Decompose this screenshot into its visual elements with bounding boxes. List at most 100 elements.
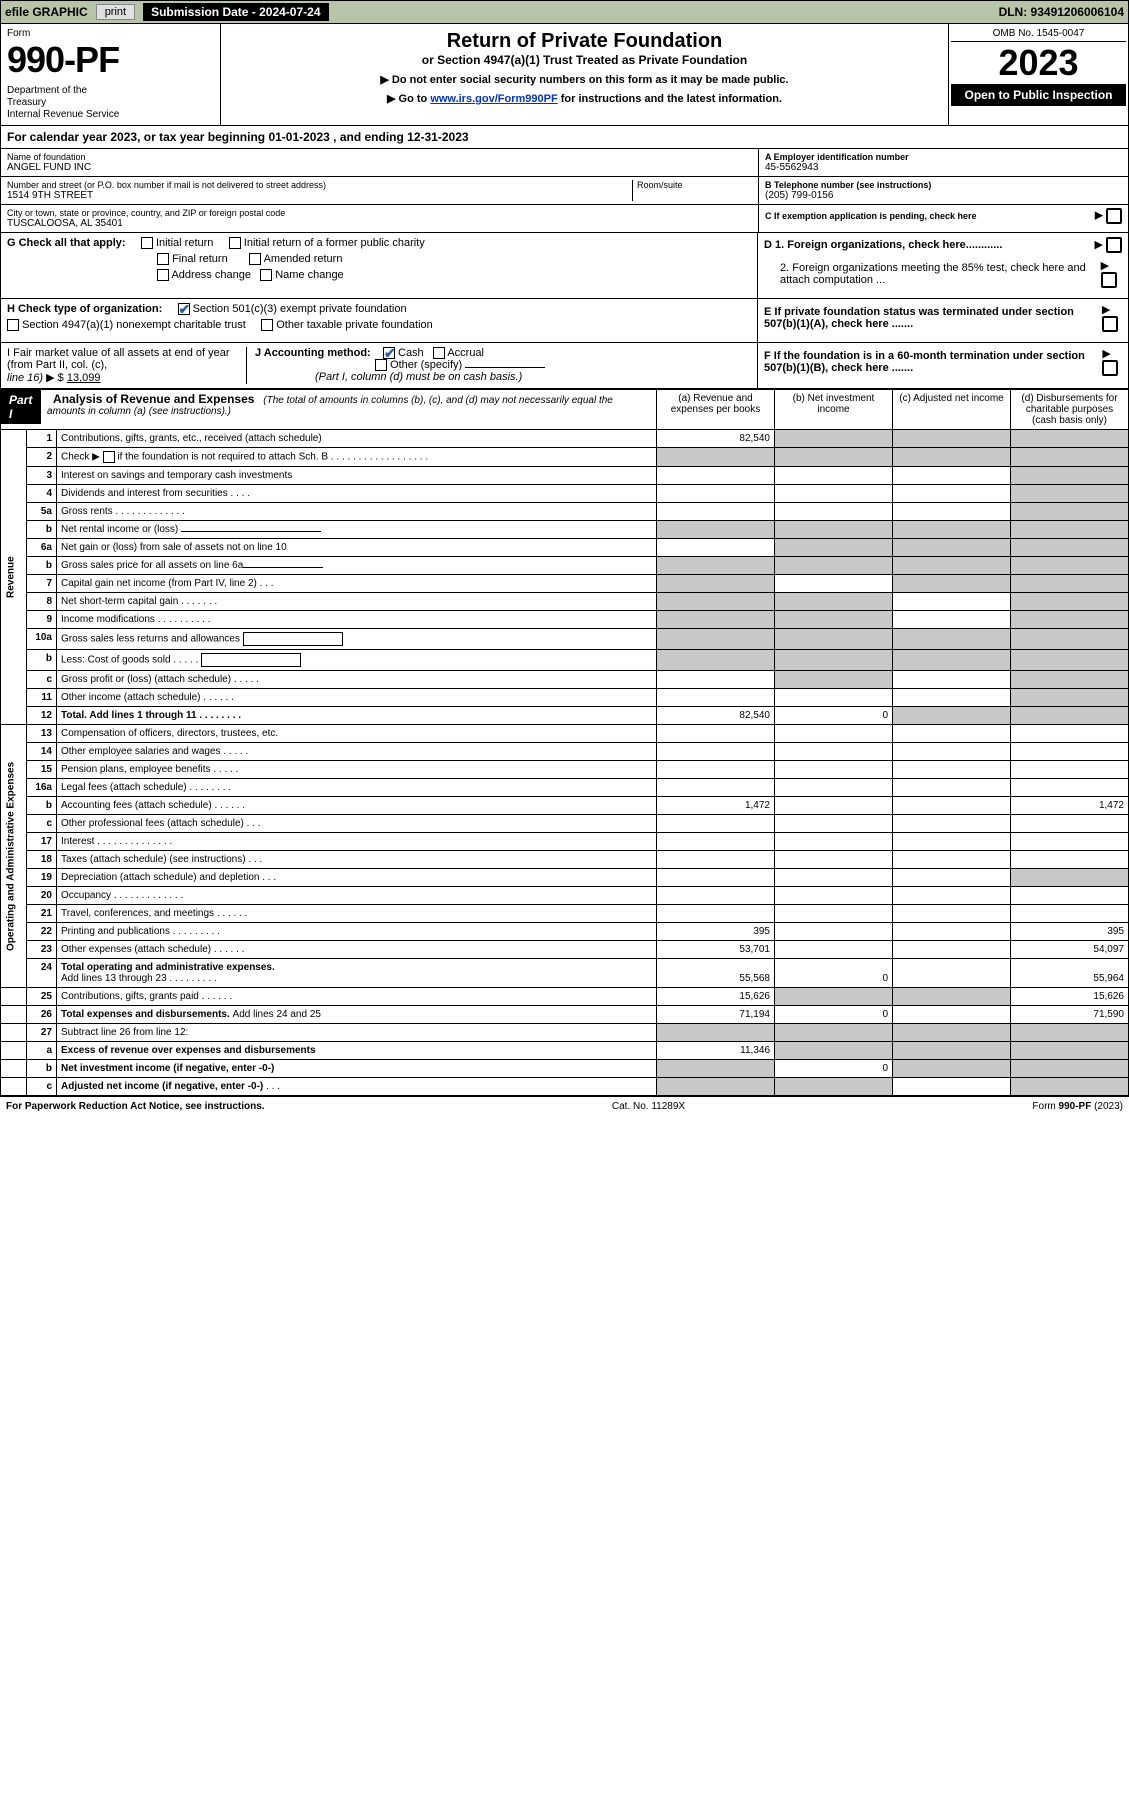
schb-checkbox[interactable] [103, 451, 115, 463]
phone-cell: B Telephone number (see instructions) (2… [759, 177, 1128, 205]
row-desc: Gross rents . . . . . . . . . . . . . [57, 503, 657, 521]
cell-d: 15,626 [1011, 988, 1129, 1006]
other-method-checkbox[interactable] [375, 359, 387, 371]
other-tax-checkbox[interactable] [261, 319, 273, 331]
f-label: F If the foundation is in a 60-month ter… [764, 350, 1102, 374]
row-num: c [27, 1078, 57, 1096]
c-cell: C If exemption application is pending, c… [759, 205, 1128, 227]
row-desc: Interest . . . . . . . . . . . . . . [57, 833, 657, 851]
row-num: 26 [27, 1006, 57, 1024]
table-row: 15 Pension plans, employee benefits . . … [1, 761, 1129, 779]
city-cell: City or town, state or province, country… [1, 205, 758, 232]
row-num: 9 [27, 611, 57, 629]
final-label: Final return [172, 253, 228, 265]
row-desc: Net investment income (if negative, ente… [57, 1060, 657, 1078]
d2-label: 2. Foreign organizations meeting the 85%… [764, 262, 1101, 286]
arrow-icon: ▶ [1101, 260, 1109, 272]
phone-value: (205) 799-0156 [765, 190, 1122, 201]
initial-label: Initial return [156, 237, 213, 249]
row-desc: Pension plans, employee benefits . . . .… [57, 761, 657, 779]
row-num: 7 [27, 575, 57, 593]
row-desc: Check ▶ if the foundation is not require… [57, 448, 657, 467]
amended-checkbox[interactable] [249, 253, 261, 265]
s501-label: Section 501(c)(3) exempt private foundat… [193, 303, 407, 315]
form-title: Return of Private Foundation [227, 30, 942, 53]
row-desc: Legal fees (attach schedule) . . . . . .… [57, 779, 657, 797]
h-row: H Check type of organization: Section 50… [7, 303, 751, 315]
row-desc: Other expenses (attach schedule) . . . .… [57, 941, 657, 959]
table-row: 20 Occupancy . . . . . . . . . . . . . [1, 887, 1129, 905]
g-label: G Check all that apply: [7, 237, 126, 249]
f-line: F If the foundation is in a 60-month ter… [764, 347, 1122, 376]
address-cell: Number and street (or P.O. box number if… [1, 177, 758, 205]
row-desc: Excess of revenue over expenses and disb… [57, 1042, 657, 1060]
initial-checkbox[interactable] [141, 237, 153, 249]
e-checkbox[interactable] [1102, 316, 1118, 332]
arrow-icon: ▶ [1102, 304, 1110, 316]
row-num: 23 [27, 941, 57, 959]
cell-b: 0 [775, 959, 893, 988]
initial-former-checkbox[interactable] [229, 237, 241, 249]
row-num: 16a [27, 779, 57, 797]
print-button[interactable]: print [96, 4, 135, 20]
table-row: 26 Total expenses and disbursements. Add… [1, 1006, 1129, 1024]
c-checkbox[interactable] [1106, 208, 1122, 224]
table-row: 17 Interest . . . . . . . . . . . . . . [1, 833, 1129, 851]
row-desc: Depreciation (attach schedule) and deple… [57, 869, 657, 887]
d1-line: D 1. Foreign organizations, check here..… [764, 237, 1122, 253]
col-c-header: (c) Adjusted net income [893, 390, 1011, 430]
table-row: 22 Printing and publications . . . . . .… [1, 923, 1129, 941]
expenses-side-label: Operating and Administrative Expenses [1, 725, 27, 988]
row-num: 11 [27, 689, 57, 707]
header-left: Form 990-PF Department of theTreasuryInt… [1, 24, 221, 125]
row-num: 20 [27, 887, 57, 905]
row-num: 10a [27, 629, 57, 650]
row-num: b [27, 557, 57, 575]
row-num: 18 [27, 851, 57, 869]
table-row: 24 Total operating and administrative ex… [1, 959, 1129, 988]
d1-checkbox[interactable] [1106, 237, 1122, 253]
table-row: 3 Interest on savings and temporary cash… [1, 467, 1129, 485]
i-arrow: ▶ $ [46, 372, 64, 384]
row-desc: Adjusted net income (if negative, enter … [57, 1078, 657, 1096]
col-b-header: (b) Net investment income [775, 390, 893, 430]
form-subtitle: or Section 4947(a)(1) Trust Treated as P… [227, 53, 942, 67]
row-desc: Gross sales less returns and allowances [57, 629, 657, 650]
row-desc: Accounting fees (attach schedule) . . . … [57, 797, 657, 815]
cash-checkbox[interactable] [383, 347, 395, 359]
row-num: 24 [27, 959, 57, 988]
row-num: 25 [27, 988, 57, 1006]
arrow-icon: ▶ [1094, 239, 1102, 251]
name-checkbox[interactable] [260, 269, 272, 281]
table-row: 16a Legal fees (attach schedule) . . . .… [1, 779, 1129, 797]
check-section-ij: I Fair market value of all assets at end… [0, 343, 1129, 389]
final-checkbox[interactable] [157, 253, 169, 265]
d2-line: 2. Foreign organizations meeting the 85%… [764, 259, 1122, 288]
calendar-year-line: For calendar year 2023, or tax year begi… [0, 126, 1129, 149]
instr2-link[interactable]: www.irs.gov/Form990PF [430, 93, 557, 105]
row-num: 4 [27, 485, 57, 503]
address-checkbox[interactable] [157, 269, 169, 281]
row-num: a [27, 1042, 57, 1060]
accrual-checkbox[interactable] [433, 347, 445, 359]
row-num: 12 [27, 707, 57, 725]
f-checkbox[interactable] [1102, 360, 1118, 376]
row-num: 8 [27, 593, 57, 611]
row-desc: Occupancy . . . . . . . . . . . . . [57, 887, 657, 905]
g-row: G Check all that apply: Initial return I… [7, 237, 751, 249]
table-row: 6a Net gain or (loss) from sale of asset… [1, 539, 1129, 557]
row-desc: Income modifications . . . . . . . . . . [57, 611, 657, 629]
s4947-checkbox[interactable] [7, 319, 19, 331]
table-row: b Accounting fees (attach schedule) . . … [1, 797, 1129, 815]
row-desc: Other income (attach schedule) . . . . .… [57, 689, 657, 707]
row-desc: Subtract line 26 from line 12: [57, 1024, 657, 1042]
table-row: 23 Other expenses (attach schedule) . . … [1, 941, 1129, 959]
table-row: 8 Net short-term capital gain . . . . . … [1, 593, 1129, 611]
d2-checkbox[interactable] [1101, 272, 1117, 288]
s501-checkbox[interactable] [178, 303, 190, 315]
col-a-header: (a) Revenue and expenses per books [657, 390, 775, 430]
row-desc: Net short-term capital gain . . . . . . … [57, 593, 657, 611]
row-num: 1 [27, 430, 57, 448]
i-block: I Fair market value of all assets at end… [7, 347, 247, 384]
table-row: 27 Subtract line 26 from line 12: [1, 1024, 1129, 1042]
